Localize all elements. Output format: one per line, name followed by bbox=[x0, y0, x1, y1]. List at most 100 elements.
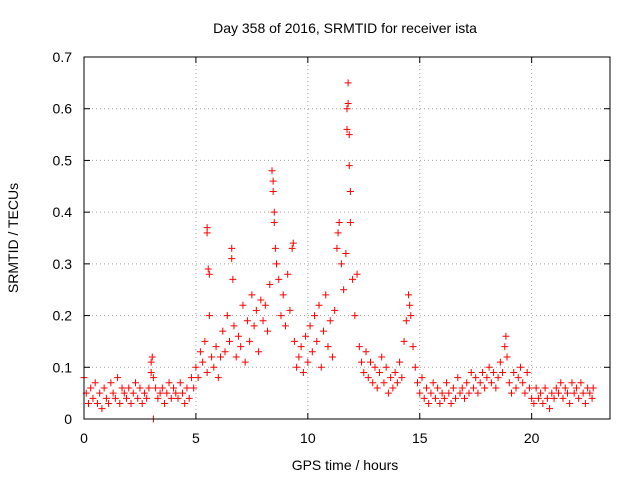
data-point bbox=[530, 399, 538, 407]
data-point bbox=[523, 368, 531, 376]
y-tick-label: 0.1 bbox=[53, 359, 73, 375]
data-point bbox=[358, 358, 366, 366]
data-point bbox=[389, 384, 397, 392]
y-tick-label: 0.7 bbox=[53, 49, 73, 65]
data-point bbox=[447, 399, 455, 407]
data-point bbox=[252, 306, 260, 314]
data-point bbox=[434, 384, 442, 392]
data-point bbox=[288, 244, 296, 252]
data-point bbox=[521, 389, 529, 397]
data-point bbox=[317, 363, 325, 371]
data-point bbox=[343, 125, 351, 133]
data-point bbox=[454, 374, 462, 382]
data-point bbox=[145, 384, 153, 392]
data-point bbox=[266, 281, 274, 289]
data-point bbox=[219, 327, 227, 335]
data-point bbox=[299, 368, 307, 376]
data-point bbox=[472, 374, 480, 382]
data-point bbox=[384, 389, 392, 397]
data-point bbox=[199, 358, 207, 366]
data-point bbox=[496, 358, 504, 366]
data-point bbox=[400, 337, 408, 345]
data-point bbox=[371, 363, 379, 371]
data-point bbox=[342, 250, 350, 258]
data-point bbox=[326, 317, 334, 325]
data-point bbox=[178, 389, 186, 397]
data-point bbox=[271, 244, 279, 252]
data-point bbox=[228, 255, 236, 263]
data-point bbox=[93, 399, 101, 407]
data-point bbox=[492, 384, 500, 392]
y-tick-label: 0.6 bbox=[53, 101, 73, 117]
data-point bbox=[589, 384, 597, 392]
data-point bbox=[382, 363, 390, 371]
data-point bbox=[248, 291, 256, 299]
data-point bbox=[559, 394, 567, 402]
data-point bbox=[539, 399, 547, 407]
data-point bbox=[557, 379, 565, 387]
data-point bbox=[534, 394, 542, 402]
data-point bbox=[552, 384, 560, 392]
data-point bbox=[234, 332, 242, 340]
data-point bbox=[344, 100, 352, 108]
data-point bbox=[340, 286, 348, 294]
data-point bbox=[334, 229, 342, 237]
data-point bbox=[185, 394, 193, 402]
data-point bbox=[225, 337, 233, 345]
data-point bbox=[194, 374, 202, 382]
data-point bbox=[237, 343, 245, 351]
data-point bbox=[127, 399, 135, 407]
y-tick-label: 0.4 bbox=[53, 204, 73, 220]
data-point bbox=[109, 389, 117, 397]
data-point bbox=[528, 394, 536, 402]
x-tick-label: 15 bbox=[412, 430, 428, 446]
data-point bbox=[360, 368, 368, 376]
data-point bbox=[543, 394, 551, 402]
y-tick-label: 0.3 bbox=[53, 256, 73, 272]
data-point bbox=[306, 322, 314, 330]
data-point bbox=[196, 348, 204, 356]
data-point bbox=[259, 317, 267, 325]
x-tick-label: 20 bbox=[524, 430, 540, 446]
data-point bbox=[172, 389, 180, 397]
data-point bbox=[304, 358, 312, 366]
data-point bbox=[181, 399, 189, 407]
data-point bbox=[514, 374, 522, 382]
data-point bbox=[485, 363, 493, 371]
data-point bbox=[427, 389, 435, 397]
data-point bbox=[474, 389, 482, 397]
data-point bbox=[289, 239, 297, 247]
data-point bbox=[324, 343, 332, 351]
data-point bbox=[566, 399, 574, 407]
data-point bbox=[167, 394, 175, 402]
data-point bbox=[174, 394, 182, 402]
data-point bbox=[402, 317, 410, 325]
data-point bbox=[261, 301, 269, 309]
data-point bbox=[313, 337, 321, 345]
data-point bbox=[373, 384, 381, 392]
data-point bbox=[478, 368, 486, 376]
data-point bbox=[257, 296, 265, 304]
data-point bbox=[272, 260, 280, 268]
data-point bbox=[293, 363, 301, 371]
data-point bbox=[364, 374, 372, 382]
data-point bbox=[239, 301, 247, 309]
data-point bbox=[204, 265, 212, 273]
data-point bbox=[116, 399, 124, 407]
data-point bbox=[508, 389, 516, 397]
data-point bbox=[411, 363, 419, 371]
data-point bbox=[333, 244, 341, 252]
data-point bbox=[286, 306, 294, 314]
data-point bbox=[510, 368, 518, 376]
data-point bbox=[170, 384, 178, 392]
data-point bbox=[387, 374, 395, 382]
y-tick-label: 0 bbox=[64, 411, 72, 427]
data-point bbox=[409, 343, 417, 351]
data-point bbox=[264, 327, 272, 335]
data-point bbox=[563, 389, 571, 397]
data-point bbox=[407, 312, 415, 320]
data-point bbox=[463, 379, 471, 387]
data-point bbox=[203, 229, 211, 237]
data-point bbox=[246, 337, 254, 345]
data-point bbox=[391, 368, 399, 376]
